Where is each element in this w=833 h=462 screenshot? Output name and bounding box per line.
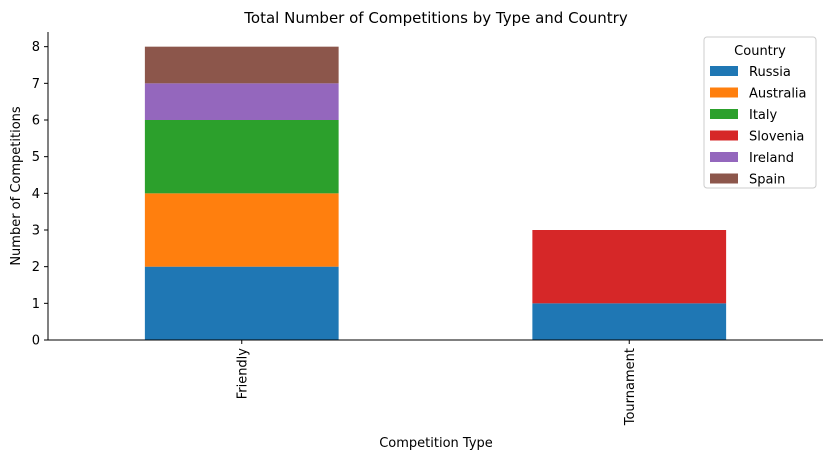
bar-tournament-slovenia <box>532 230 727 304</box>
chart-title: Total Number of Competitions by Type and… <box>243 9 628 27</box>
y-tick-label: 4 <box>32 187 40 202</box>
legend: Country Russia Australia Italy Slovenia Irela… <box>703 36 817 189</box>
bar-friendly-russia <box>144 266 339 340</box>
legend-swatch-spain <box>710 173 738 184</box>
bar-tournament-russia <box>532 303 727 340</box>
bar-friendly-australia <box>144 193 339 267</box>
y-tick-label: 3 <box>32 224 40 239</box>
x-axis-label: Competition Type <box>379 436 493 451</box>
y-ticks-group: 0 1 2 3 4 5 6 7 8 <box>32 40 48 349</box>
bar-friendly-ireland <box>144 83 339 120</box>
legend-swatch-russia <box>710 66 738 76</box>
y-tick-label: 0 <box>32 334 40 349</box>
legend-swatch-australia <box>710 87 738 98</box>
x-ticks-group: Friendly Tournament <box>235 340 638 426</box>
y-axis-label: Number of Competitions <box>9 106 24 266</box>
y-tick-label: 2 <box>32 260 40 275</box>
y-tick-label: 6 <box>32 114 40 129</box>
y-tick-label: 8 <box>32 40 40 55</box>
legend-swatch-slovenia <box>710 130 738 141</box>
legend-label-ireland: Ireland <box>749 151 794 166</box>
bars-group <box>144 46 727 340</box>
y-tick-label: 5 <box>32 150 40 165</box>
bar-friendly-spain <box>144 46 339 84</box>
legend-label-slovenia: Slovenia <box>749 130 804 145</box>
legend-swatch-ireland <box>710 152 738 162</box>
legend-label-russia: Russia <box>749 65 791 80</box>
x-tick-label-friendly: Friendly <box>235 348 250 400</box>
legend-swatch-italy <box>710 109 738 119</box>
legend-label-australia: Australia <box>749 87 807 102</box>
x-tick-label-tournament: Tournament <box>623 348 638 426</box>
legend-title: Country <box>734 44 786 59</box>
legend-label-italy: Italy <box>749 108 778 123</box>
bar-friendly-italy <box>144 120 339 194</box>
y-tick-label: 7 <box>32 77 40 92</box>
y-tick-label: 1 <box>32 297 40 312</box>
legend-label-spain: Spain <box>749 173 785 188</box>
